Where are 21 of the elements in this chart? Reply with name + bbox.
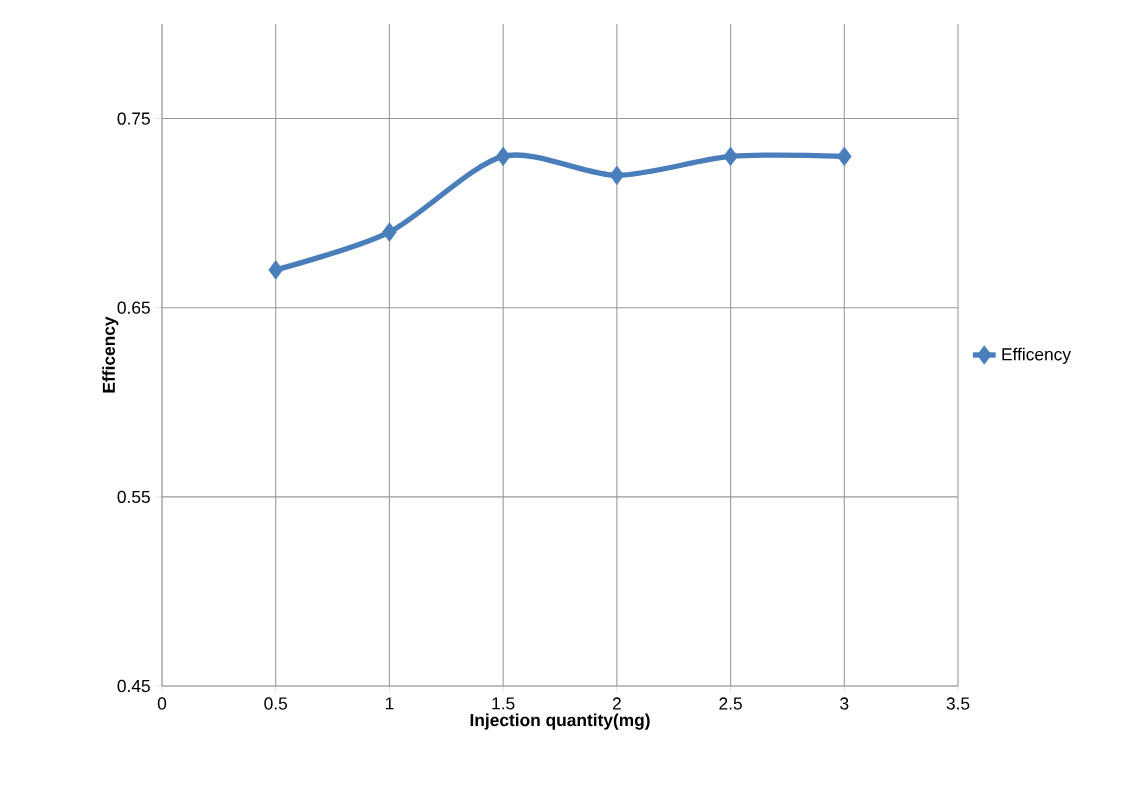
point bbox=[609, 165, 625, 185]
point bbox=[836, 146, 852, 167]
x-tick-label: 2.5 bbox=[719, 697, 742, 710]
y-axis-title: Efficency bbox=[102, 316, 119, 393]
x-tick-label: 3 bbox=[840, 697, 849, 710]
x-tick-label: 0.5 bbox=[264, 697, 288, 710]
point bbox=[495, 146, 511, 167]
y-tick-label: 0.55 bbox=[117, 490, 150, 503]
point bbox=[723, 146, 738, 167]
x-tick-label: 1 bbox=[385, 697, 394, 710]
y-tick-label: 0.45 bbox=[117, 679, 150, 693]
legend-label: Efficency bbox=[1002, 347, 1071, 364]
x-tick-label: 0 bbox=[157, 697, 167, 710]
x-tick-label: 3.5 bbox=[946, 697, 970, 710]
point bbox=[382, 222, 397, 242]
y-tick-label: 0.75 bbox=[117, 112, 150, 125]
point bbox=[268, 260, 284, 280]
x-tick-label: 2 bbox=[612, 697, 621, 710]
x-axis-title: Injection quantity(mg) bbox=[470, 713, 650, 730]
x-tick-label: 1.5 bbox=[492, 697, 515, 710]
y-tick-label: 0.65 bbox=[117, 301, 150, 314]
